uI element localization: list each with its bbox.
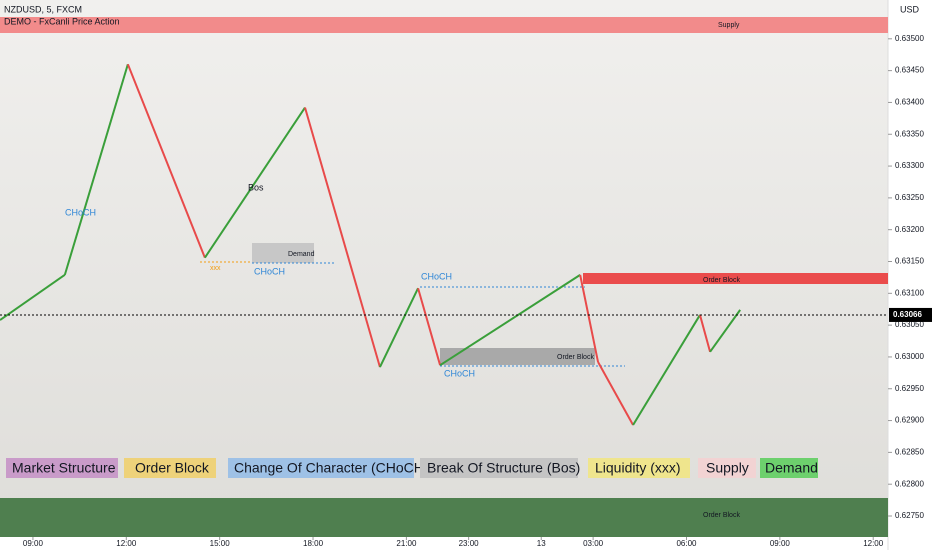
legend-item: Demand (765, 460, 818, 476)
order-block-zone (0, 498, 888, 537)
last-price-label: 0.63066 (893, 310, 922, 319)
structure-leg (709, 309, 741, 353)
structure-leg (304, 107, 381, 368)
x-tick-label: 06:00 (676, 539, 697, 548)
structure-leg (379, 287, 419, 368)
legend-box (760, 458, 818, 478)
annotation: Supply (718, 22, 740, 29)
indicator-name: DEMO - FxCanli Price Action (4, 16, 120, 26)
y-tick-label: 0.63200 (895, 225, 924, 234)
annotation: CHoCH (65, 207, 96, 217)
plot-background (0, 0, 888, 537)
annotation: Bos (248, 182, 264, 192)
x-tick-label: 23:00 (459, 539, 480, 548)
x-tick-label: 18:00 (303, 539, 324, 548)
time-axis (0, 537, 888, 550)
y-tick-label: 0.63050 (895, 320, 924, 329)
structure-leg (0, 274, 66, 321)
legend-item: Change Of Character (CHoCH) (234, 460, 429, 476)
legend-box (228, 458, 414, 478)
legend-box (588, 458, 690, 478)
legend-box (698, 458, 756, 478)
annotation: Order Block (557, 354, 594, 361)
annotation: Order Block (703, 512, 740, 519)
symbol: NZDUSD, 5, FXCM (4, 4, 82, 14)
x-tick-label: 21:00 (396, 539, 417, 548)
x-tick-label: 09:00 (770, 539, 791, 548)
legend-item: Supply (706, 460, 749, 476)
x-tick-label: 09:00 (23, 539, 44, 548)
x-tick-label: 12:00 (116, 539, 137, 548)
annotation: Demand (288, 251, 315, 258)
structure-leg (632, 314, 701, 426)
legend-item: Market Structure (12, 460, 116, 476)
legend-item: Break Of Structure (Bos) (427, 460, 580, 476)
legend-box (420, 458, 578, 478)
y-tick-label: 0.63400 (895, 98, 924, 107)
order-block-zone (440, 348, 595, 365)
y-tick-label: 0.63000 (895, 352, 924, 361)
y-tick-label: 0.62800 (895, 479, 924, 488)
y-tick-label: 0.62850 (895, 447, 924, 456)
y-tick-label: 0.63100 (895, 288, 924, 297)
y-tick-label: 0.63250 (895, 193, 924, 202)
annotation: CHoCH (254, 266, 285, 276)
x-tick-label: 15:00 (210, 539, 231, 548)
last-price-box (889, 307, 932, 322)
structure-leg (597, 361, 634, 426)
price-axis (888, 0, 932, 550)
legend-item: Order Block (135, 460, 210, 476)
annotation: CHoCH (444, 368, 475, 378)
structure-leg (204, 106, 306, 259)
structure-leg (417, 287, 442, 366)
y-tick-label: 0.63300 (895, 161, 924, 170)
currency: USD (900, 4, 920, 14)
structure-leg (699, 314, 712, 353)
order-block-zone (583, 273, 888, 284)
legend-item: Liquidity (xxx) (595, 460, 681, 476)
structure-leg (63, 63, 129, 276)
supply-zone (0, 17, 888, 33)
y-tick-label: 0.62950 (895, 384, 924, 393)
y-tick-label: 0.63350 (895, 129, 924, 138)
structure-leg (439, 274, 581, 367)
x-tick-label: 03:00 (583, 539, 604, 548)
y-tick-label: 0.62750 (895, 511, 924, 520)
x-tick-label: 12:00 (863, 539, 884, 548)
legend-box (6, 458, 118, 478)
y-tick-label: 0.63500 (895, 34, 924, 43)
y-tick-label: 0.62900 (895, 416, 924, 425)
structure-leg (126, 63, 206, 259)
structure-leg (579, 274, 600, 363)
demand-zone (252, 243, 314, 263)
y-tick-label: 0.63450 (895, 66, 924, 75)
annotation: xxx (210, 265, 221, 272)
x-tick-label: 13 (537, 539, 546, 548)
legend-box (124, 458, 216, 478)
annotation: CHoCH (421, 271, 452, 281)
y-tick-label: 0.63150 (895, 257, 924, 266)
annotation: Order Block (703, 277, 740, 284)
